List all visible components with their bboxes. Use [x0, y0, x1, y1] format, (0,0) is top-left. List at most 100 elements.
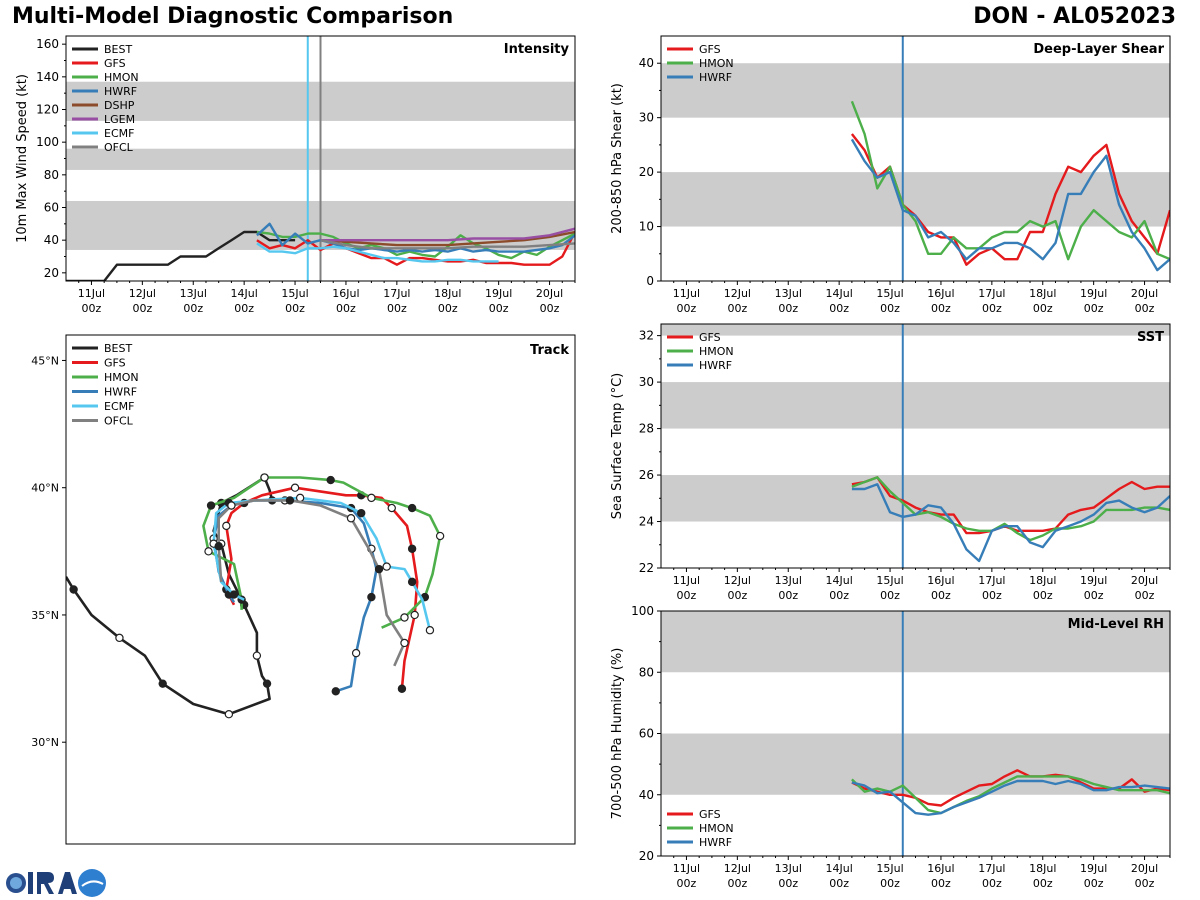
track-frame [65, 334, 576, 845]
intensity-series-ofcl [320, 239, 575, 250]
track-marker [435, 531, 445, 541]
track-marker [214, 542, 223, 551]
intensity-ylabel: 10m Max Wind Speed (kt) [15, 74, 30, 243]
shear-xtick-label: 00z [1135, 302, 1155, 315]
sst-xtick-label: 00z [677, 589, 697, 602]
intensity-xtick-label: 15Jul [281, 287, 308, 300]
rh-series-gfs [851, 769, 1170, 807]
rh-ytick-label: 20 [639, 849, 654, 863]
intensity-xtick-label: 00z [183, 302, 203, 315]
rh-ytick-label: 40 [639, 788, 654, 802]
intensity-plot-area [66, 36, 575, 281]
track-marker [351, 648, 361, 658]
track-title: Track [530, 343, 569, 358]
track-series-ecmf [212, 496, 432, 631]
sst-plot-area [661, 324, 1170, 568]
rh-xtick-label: 12Jul [724, 862, 751, 875]
intensity-xtick-label: 00z [132, 302, 152, 315]
shear-xtick-label: 16Jul [927, 287, 954, 300]
rh-xtick-label: 17Jul [978, 862, 1005, 875]
track-marker [331, 687, 340, 696]
rh-series-hwrf [851, 779, 1170, 816]
sst-xtick-label: 00z [1135, 589, 1155, 602]
intensity-xtick-label: 00z [540, 302, 560, 315]
track-marker [227, 501, 236, 510]
shear-ytick-label: 40 [639, 56, 654, 70]
intensity-legend-label: LGEM [104, 113, 135, 126]
sst-xtick-label: 20Jul [1131, 574, 1158, 587]
rh-ytick-label: 100 [631, 604, 654, 618]
shear-xtick-label: 00z [677, 302, 697, 315]
intensity-xtick-label: 20Jul [536, 287, 563, 300]
sst-ytick-label: 28 [639, 422, 654, 436]
sst-xtick-label: 16Jul [927, 574, 954, 587]
sst-ytick-label: 32 [639, 329, 654, 343]
intensity-legend-label: HMON [104, 71, 139, 84]
track-ytick-label: 40°N [31, 482, 59, 495]
shear-ytick-label: 20 [639, 165, 654, 179]
rh-title: Mid-Level RH [1068, 617, 1164, 632]
rh-xtick-label: 00z [1084, 877, 1104, 890]
track-marker [224, 710, 234, 719]
rh-ylabel: 700-500 hPa Humidity (%) [610, 648, 625, 820]
intensity-xtick-label: 00z [489, 302, 509, 315]
track-ytick-label: 35°N [31, 609, 59, 622]
rh-xtick-label: 11Jul [673, 862, 700, 875]
sst-xtick-label: 14Jul [826, 574, 853, 587]
shear-ytick-label: 30 [639, 111, 654, 125]
track-marker [204, 547, 213, 556]
track-marker [357, 508, 366, 518]
shear-plot: 0 10 20 30 40 11Jul 00z 12Jul 00z 13Jul 00z 14Jul 00… [610, 35, 1171, 315]
rh-xtick-label: 00z [982, 877, 1002, 890]
intensity-series-lgem [320, 227, 575, 242]
track-marker [387, 503, 396, 513]
track-marker [382, 562, 391, 571]
shear-xtick-label: 20Jul [1131, 287, 1158, 300]
track-marker [410, 610, 419, 620]
rh-ytick-label: 60 [639, 727, 654, 741]
track-legend-label: GFS [104, 357, 126, 370]
shear-xtick-label: 19Jul [1080, 287, 1107, 300]
shear-xtick-label: 00z [829, 302, 849, 315]
intensity-xtick-label: 00z [336, 302, 356, 315]
shear-legend-label: HMON [699, 57, 734, 70]
track-marker [367, 493, 376, 503]
track-ytick-label: 45°N [31, 354, 59, 367]
rh-xtick-label: 20Jul [1131, 862, 1158, 875]
track-marker [285, 496, 295, 505]
intensity-xtick-label: 00z [387, 302, 407, 315]
track-marker [262, 679, 272, 688]
track-marker [346, 514, 356, 523]
intensity-xtick-label: 16Jul [332, 287, 359, 300]
intensity-xtick-label: 00z [438, 302, 458, 315]
shear-xtick-label: 18Jul [1029, 287, 1056, 300]
track-marker [367, 592, 376, 602]
intensity-legend-label: OFCL [104, 141, 134, 154]
track-marker [425, 626, 435, 635]
sst-ylabel: Sea Surface Temp (°C) [610, 373, 625, 520]
sst-xtick-label: 18Jul [1029, 574, 1056, 587]
intensity-xtick-label: 18Jul [434, 287, 461, 300]
intensity-ytick-label: 20 [44, 266, 59, 280]
intensity-series-hwrf [256, 222, 575, 253]
shear-xtick-label: 15Jul [876, 287, 903, 300]
track-legend-label: HWRF [104, 386, 137, 399]
track-legend-label: OFCL [104, 415, 134, 428]
sst-xtick-label: 00z [880, 589, 900, 602]
rh-ytick-label: 80 [639, 665, 654, 679]
rh-legend-label: HWRF [699, 836, 732, 849]
intensity-ytick-label: 80 [44, 168, 59, 182]
sst-xtick-label: 00z [931, 589, 951, 602]
track-marker [400, 638, 409, 648]
track-marker [397, 684, 407, 693]
rh-xtick-label: 13Jul [775, 862, 802, 875]
track-marker [206, 501, 216, 510]
shear-xtick-label: 00z [880, 302, 900, 315]
intensity-xtick-label: 13Jul [180, 287, 207, 300]
storm-title: DON - AL052023 [973, 4, 1176, 29]
track-marker [115, 633, 124, 643]
track-marker [158, 679, 167, 688]
